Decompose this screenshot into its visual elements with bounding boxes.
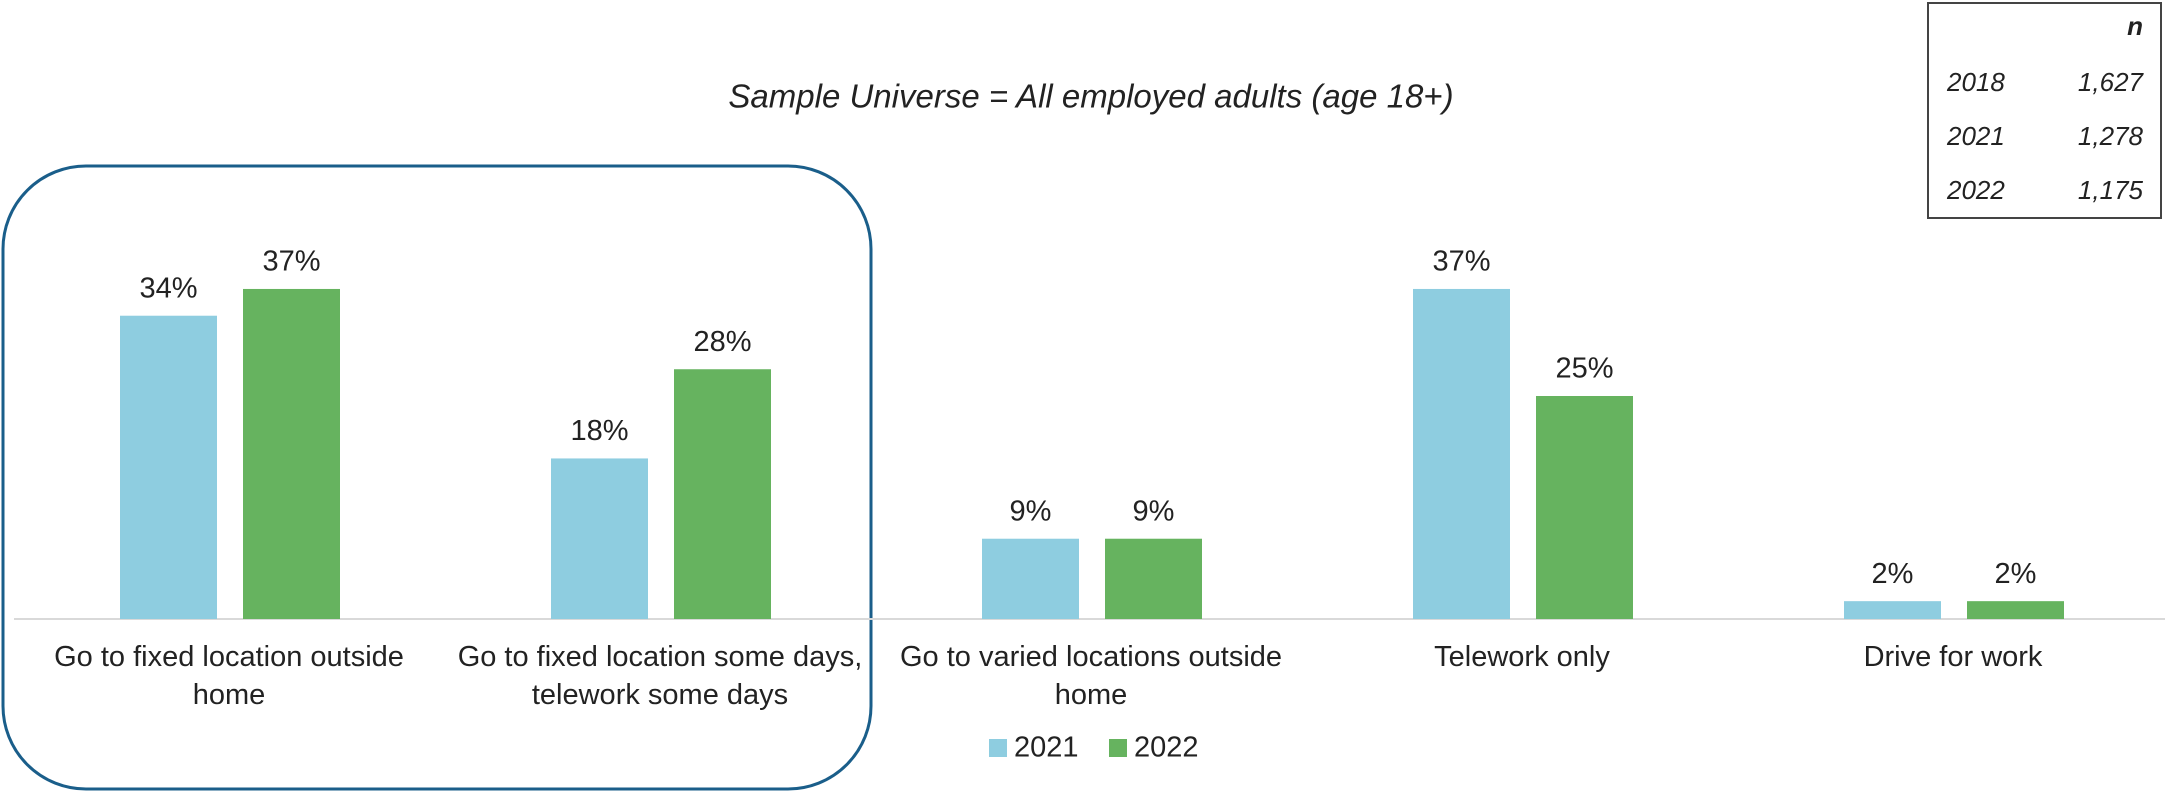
bar bbox=[551, 458, 648, 619]
n-table-value: 1,627 bbox=[2078, 67, 2145, 97]
x-tick-label: Go to fixed location some days, telework… bbox=[457, 641, 863, 711]
x-tick-label: Telework only bbox=[1434, 641, 1610, 673]
value-label: 37% bbox=[262, 246, 320, 278]
chart-subtitle: Sample Universe = All employed adults (a… bbox=[728, 78, 1453, 115]
value-label: 34% bbox=[139, 272, 197, 304]
legend-swatch bbox=[989, 739, 1007, 757]
x-tick-label: Go to varied locations outside home bbox=[899, 641, 1283, 711]
value-label: 18% bbox=[570, 415, 628, 447]
value-label: 9% bbox=[1133, 495, 1175, 527]
bar bbox=[1844, 601, 1941, 619]
n-table-value: 1,175 bbox=[2078, 175, 2144, 205]
value-label: 28% bbox=[693, 326, 751, 358]
bar bbox=[674, 369, 771, 619]
bar bbox=[243, 288, 340, 619]
bar bbox=[1413, 288, 1510, 619]
x-tick-label: Drive for work bbox=[1863, 641, 2043, 673]
n-table-year: 2022 bbox=[1946, 175, 2005, 205]
n-table-box bbox=[1927, 2, 2162, 219]
value-label: 9% bbox=[1010, 495, 1052, 527]
bar bbox=[120, 315, 217, 619]
value-label: 37% bbox=[1432, 246, 1490, 278]
value-label: 2% bbox=[1995, 558, 2037, 590]
value-label: 2% bbox=[1872, 558, 1914, 590]
n-table-header: n bbox=[2127, 11, 2143, 41]
bar bbox=[1536, 396, 1633, 619]
legend-label: 2022 bbox=[1134, 732, 1199, 764]
value-label: 25% bbox=[1555, 353, 1613, 385]
highlight-box bbox=[1, 164, 873, 791]
n-table-year: 2018 bbox=[1946, 67, 2005, 97]
n-table-year: 2021 bbox=[1946, 121, 2005, 151]
n-table-value: 1,278 bbox=[2078, 121, 2144, 151]
x-tick-label: Go to fixed location outside home bbox=[54, 641, 404, 711]
bar bbox=[1967, 601, 2064, 619]
legend-swatch bbox=[1109, 739, 1127, 757]
bar bbox=[1105, 538, 1202, 619]
legend-label: 2021 bbox=[1014, 732, 1079, 764]
bar bbox=[982, 538, 1079, 619]
